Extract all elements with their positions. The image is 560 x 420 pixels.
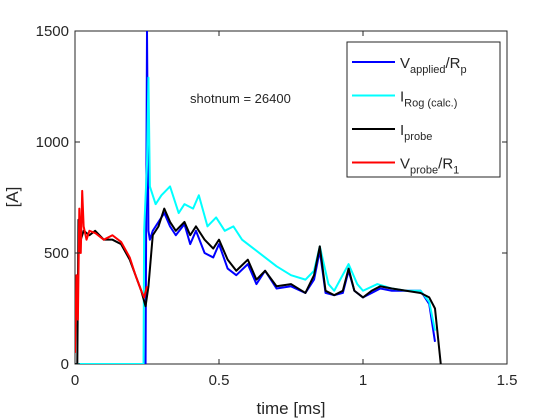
y-tick-label: 0 <box>61 356 69 373</box>
legend-label: IRog (calc.) <box>400 89 457 110</box>
legend-label: Iprobe <box>400 122 432 143</box>
legend-box <box>346 41 501 178</box>
x-tick-label: 1 <box>359 372 367 389</box>
legend-text: /R <box>446 55 461 72</box>
series-line <box>75 189 148 353</box>
x-axis-label: time [ms] <box>257 399 326 418</box>
legend-text: V <box>400 55 410 72</box>
annotation: shotnum = 26400 <box>190 91 291 106</box>
x-tick-label: 1.5 <box>497 372 518 389</box>
legend-subscript: p <box>461 64 467 76</box>
y-tick-label: 1000 <box>36 134 69 151</box>
y-axis-label: [A] <box>3 187 22 208</box>
legend-subscript: 1 <box>453 165 459 177</box>
y-tick-label: 500 <box>44 245 69 262</box>
legend-text: I <box>400 122 404 139</box>
legend-subscript: probe <box>410 165 438 177</box>
lines <box>75 31 442 364</box>
x-tick-label: 0.5 <box>209 372 230 389</box>
legend-label: Vprobe/R1 <box>400 156 459 177</box>
x-tick-label: 0 <box>71 372 79 389</box>
legend-subscript: applied <box>410 64 445 76</box>
series-line <box>75 76 436 364</box>
legend-subscript: Rog (calc.) <box>404 98 457 110</box>
legend-text: V <box>400 156 410 173</box>
legend-subscript: probe <box>404 131 432 143</box>
y-tick-label: 1500 <box>36 23 69 40</box>
legend-text: /R <box>438 156 453 173</box>
series-line <box>75 207 442 364</box>
legend-label: Vapplied/Rp <box>400 55 467 76</box>
legend-text: I <box>400 89 404 106</box>
